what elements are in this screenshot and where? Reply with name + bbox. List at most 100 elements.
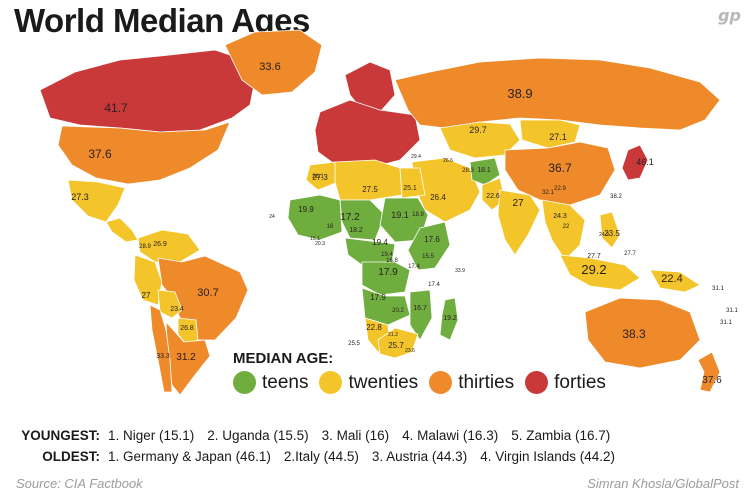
region-usa	[57, 121, 231, 185]
legend-swatch-teens	[233, 371, 256, 394]
region-label-kazakhstan: 29.7	[469, 125, 487, 135]
region-papua	[649, 269, 701, 293]
small-region-label: 20.2	[392, 308, 404, 314]
region-mozambique	[409, 289, 433, 341]
small-region-label: 26.6	[443, 158, 453, 164]
legend-item-thirties: thirties	[429, 371, 514, 394]
oldest-item: 2.Italy (44.5)	[283, 449, 359, 464]
legend-swatch-forties	[525, 371, 549, 394]
globalpost-logo: gp	[718, 6, 741, 25]
small-region-label: 18.2	[349, 227, 363, 234]
legend-item-forties: forties	[525, 371, 606, 394]
small-region-label: 38.2	[610, 194, 622, 200]
region-greenland	[224, 29, 323, 96]
region-label-argentina: 31.2	[176, 352, 196, 363]
region-label-pakistan: 22.6	[486, 193, 500, 200]
small-region-label: 29.4	[411, 154, 421, 160]
legend: MEDIAN AGE: teens twenties thirties fort…	[233, 350, 653, 394]
rankings: YOUNGEST: 1. Niger (15.1) 2. Uganda (15.…	[14, 425, 628, 467]
region-label-greenland: 33.6	[259, 61, 280, 73]
region-kazakhstan	[439, 121, 521, 159]
legend-label-teens: teens	[262, 371, 309, 393]
youngest-label: YOUNGEST:	[21, 428, 100, 443]
region-peru	[133, 254, 163, 306]
region-label-afghanistan: 18.1	[477, 167, 491, 174]
region-label-north-africa: 27.5	[362, 185, 378, 194]
region-label-mexico: 27.3	[71, 192, 89, 202]
legend-label-twenties: twenties	[348, 371, 419, 393]
small-region-label: 33.9	[455, 268, 465, 274]
region-label-morocco: 27.3	[312, 173, 328, 182]
region-india	[497, 189, 541, 256]
region-label-southeast-asia: 24.3	[553, 213, 567, 220]
small-region-label: 22	[563, 224, 570, 230]
region-label-canada: 41.7	[104, 101, 128, 115]
small-region-label: 28.3	[462, 168, 474, 174]
region-label-china: 36.7	[548, 161, 572, 175]
small-region-label: 15.1	[310, 236, 320, 242]
region-chile	[149, 304, 173, 393]
region-label-east-africa: 17.6	[424, 235, 440, 244]
small-region-label: 24.9	[599, 232, 609, 238]
oldest-label: OLDEST:	[42, 449, 100, 464]
small-region-label: 18.9	[412, 212, 424, 218]
legend-title: MEDIAN AGE:	[233, 350, 334, 367]
region-label-drc: 17.9	[378, 267, 398, 278]
region-china	[504, 141, 616, 206]
region-label-mongolia: 27.1	[549, 132, 567, 142]
region-southeast-asia	[541, 199, 586, 261]
region-sahel	[339, 199, 386, 241]
region-canada	[39, 49, 256, 133]
small-region-label: 28.1	[312, 174, 324, 180]
small-region-label: 27.7	[624, 251, 636, 257]
small-region-label: 17.4	[428, 282, 440, 288]
region-bolivia	[157, 289, 183, 319]
legend-label-thirties: thirties	[458, 371, 515, 393]
region-label-west-africa: 19.9	[298, 205, 314, 214]
small-region-label: 31.1	[720, 320, 732, 326]
region-label-chile: 33.3	[156, 353, 170, 360]
region-label-indonesia: 29.2	[581, 262, 606, 277]
small-region-label: 31.1	[712, 286, 724, 292]
region-mongolia	[519, 119, 581, 149]
youngest-item: 1. Niger (15.1)	[108, 428, 195, 443]
region-label-middle-east: 26.4	[430, 193, 446, 202]
region-label-russia: 38.9	[507, 86, 532, 101]
region-east-africa	[407, 221, 451, 271]
small-region-label: 22.9	[554, 186, 566, 192]
youngest-item: 5. Zambia (16.7)	[511, 428, 611, 443]
region-label-philippines: 23.5	[604, 229, 620, 238]
region-label-australia: 38.3	[622, 327, 646, 341]
region-drc	[361, 261, 411, 296]
small-region-label: 23.6	[405, 348, 415, 354]
small-region-label: 27.7	[587, 253, 601, 260]
region-north-africa	[334, 159, 403, 201]
region-west-africa	[287, 194, 343, 241]
small-region-label: 31.1	[726, 308, 738, 314]
region-philippines	[599, 211, 621, 249]
region-label-south-africa: 25.7	[388, 341, 404, 350]
region-australia	[584, 297, 701, 369]
region-label-madagascar: 19.2	[443, 315, 457, 322]
source-credit: Source: CIA Factbook	[16, 476, 143, 491]
region-japan	[621, 144, 649, 181]
region-colombia-venezuela	[137, 229, 201, 263]
region-label-india: 27	[512, 198, 524, 209]
legend-label-forties: forties	[554, 371, 606, 393]
legend-swatch-twenties	[319, 371, 343, 394]
small-region-label: 28.9	[139, 244, 151, 250]
region-label-papua: 22.4	[661, 273, 682, 285]
author-credit: Simran Khosla/GlobalPost	[587, 476, 739, 491]
small-region-label: 16	[327, 224, 334, 230]
region-russia	[394, 57, 721, 131]
region-label-sudan: 19.1	[391, 210, 409, 220]
map-labels: 41.7 33.6 37.6 27.3 26.9 27 30.7 23.4 26.8 31.2 33…	[71, 61, 738, 386]
small-region-label: 19.4	[381, 252, 393, 258]
oldest-item: 3. Austria (44.3)	[371, 449, 468, 464]
region-new-zealand	[697, 351, 721, 393]
region-label-peru: 27	[142, 291, 151, 300]
small-region-label: 15.5	[422, 254, 434, 260]
region-label-mozambique: 16.7	[413, 305, 427, 312]
region-scandinavia	[344, 61, 396, 113]
region-label-japan: 46.1	[636, 157, 654, 167]
